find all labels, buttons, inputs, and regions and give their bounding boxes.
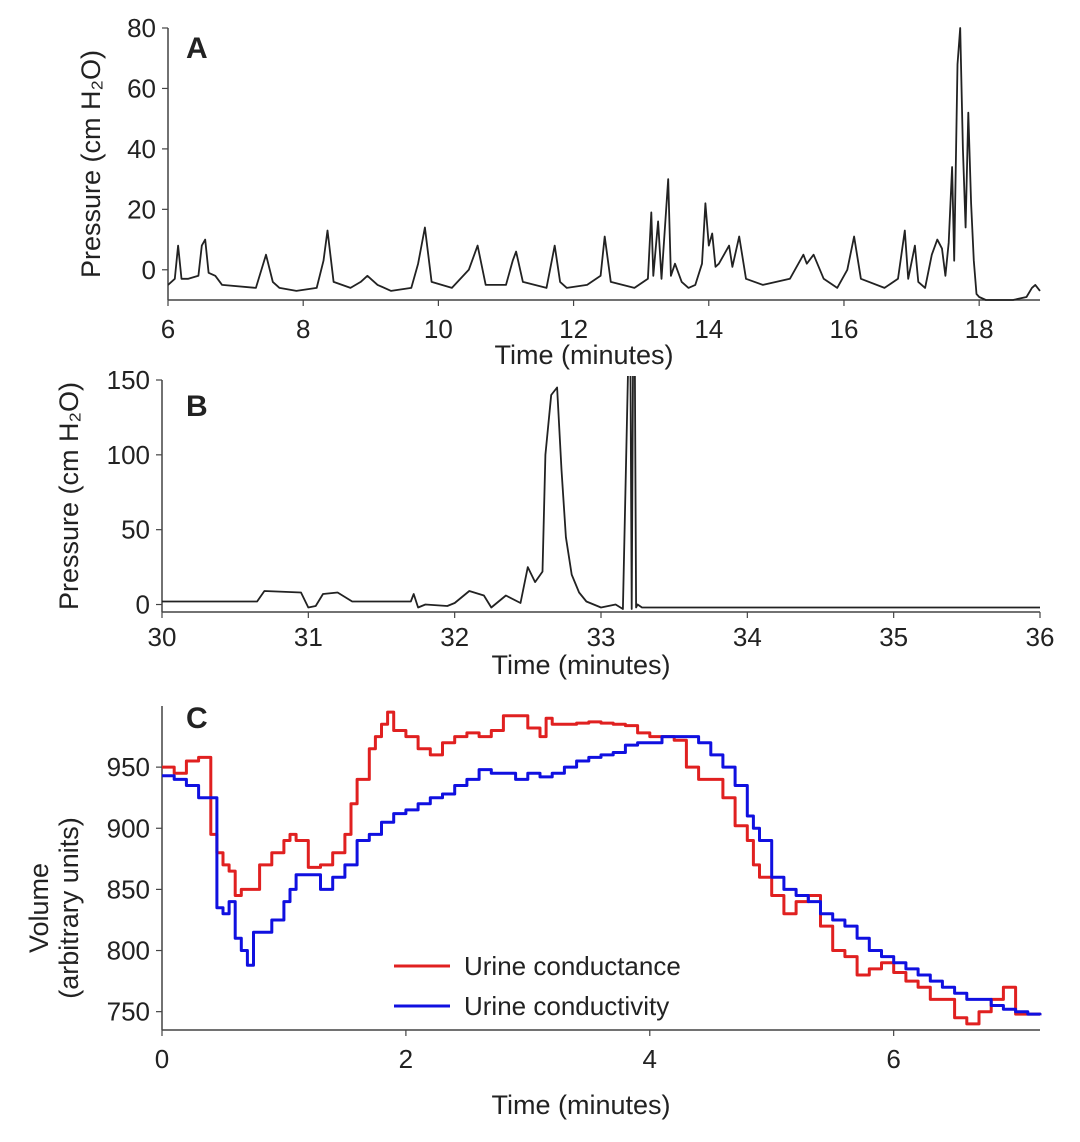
- y-tick-label: 80: [127, 13, 156, 43]
- series-line-pressure: [162, 376, 1040, 610]
- x-tick-label: 33: [587, 622, 616, 652]
- x-tick-label: 32: [440, 622, 469, 652]
- x-tick-label: 6: [886, 1044, 900, 1074]
- y-axis-label-line1: Volume: [24, 863, 54, 953]
- panel-b: 0 50 100 150 30 31 32 33 34 35 36 Time (minutes) Pre…: [54, 365, 1055, 680]
- x-tick-label: 6: [161, 314, 175, 344]
- y-tick-label: 20: [127, 194, 156, 224]
- x-tick-label: 12: [559, 314, 588, 344]
- y-tick-label: 750: [107, 997, 150, 1027]
- y-tick-label: 0: [142, 255, 156, 285]
- y-axis-label: Pressure (cm H₂O): [76, 50, 106, 278]
- panel-label: A: [186, 32, 208, 65]
- x-tick-label: 18: [965, 314, 994, 344]
- x-axis-label: Time (minutes): [494, 340, 673, 370]
- panel-a: 0 20 40 60 80 6 8 10 12 14 16 18 Time (minutes) Press…: [76, 13, 1041, 370]
- x-tick-label: 34: [733, 622, 762, 652]
- y-axis-label: Volume(arbitrary units): [24, 817, 84, 999]
- y-tick-label: 150: [107, 365, 150, 395]
- y-tick-label: 40: [127, 134, 156, 164]
- x-tick-label: 31: [294, 622, 323, 652]
- y-tick-label: 800: [107, 936, 150, 966]
- series-line-urine-conductivity: [162, 735, 1042, 1016]
- y-axis-label-line2: (arbitrary units): [54, 817, 84, 999]
- y-axis-label: Pressure (cm H₂O): [54, 382, 84, 610]
- x-tick-label: 2: [399, 1044, 413, 1074]
- y-tick-label: 100: [107, 440, 150, 470]
- panel-c: 750 800 850 900 950 0 2 4 6 Time (minutes) Volume(…: [24, 702, 1042, 1120]
- x-tick-label: 4: [643, 1044, 657, 1074]
- x-tick-label: 14: [694, 314, 723, 344]
- legend-label: Urine conductance: [464, 951, 681, 981]
- x-tick-label: 8: [296, 314, 310, 344]
- y-tick-label: 60: [127, 73, 156, 103]
- series-line-urine-conductance: [162, 710, 1042, 1026]
- y-tick-label: 950: [107, 752, 150, 782]
- series-line-pressure: [168, 27, 1041, 301]
- y-tick-label: 50: [121, 515, 150, 545]
- panel-label: C: [186, 702, 208, 735]
- x-tick-label: 36: [1026, 622, 1055, 652]
- x-tick-label: 35: [879, 622, 908, 652]
- y-tick-label: 900: [107, 813, 150, 843]
- legend-label: Urine conductivity: [464, 991, 669, 1021]
- x-tick-label: 0: [155, 1044, 169, 1074]
- x-tick-label: 30: [148, 622, 177, 652]
- y-tick-label: 0: [136, 590, 150, 620]
- x-tick-label: 16: [830, 314, 859, 344]
- x-axis-label: Time (minutes): [491, 1090, 670, 1120]
- x-axis-label: Time (minutes): [491, 650, 670, 680]
- x-tick-label: 10: [424, 314, 453, 344]
- panel-label: B: [186, 390, 208, 423]
- y-tick-label: 850: [107, 874, 150, 904]
